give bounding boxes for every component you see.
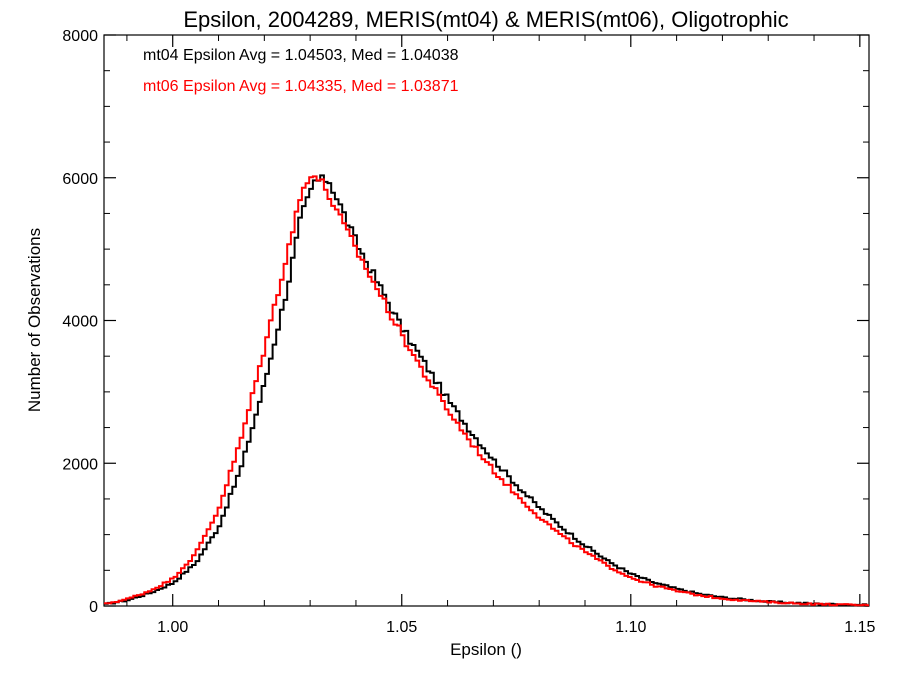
x-tick-label: 1.10 bbox=[615, 619, 646, 636]
plot-frame bbox=[103, 34, 870, 607]
y-axis-ticks: 0 2000 4000 6000 8000 bbox=[62, 28, 869, 616]
y-tick-label: 6000 bbox=[62, 171, 98, 188]
y-tick-label: 8000 bbox=[62, 28, 98, 45]
y-tick-label: 0 bbox=[89, 599, 98, 616]
x-tick-label: 1.15 bbox=[844, 619, 875, 636]
x-axis-label: Epsilon () bbox=[450, 640, 522, 659]
x-axis-ticks: 1.00 1.05 1.10 1.15 bbox=[126, 35, 876, 636]
chart-title: Epsilon, 2004289, MERIS(mt04) & MERIS(mt… bbox=[183, 7, 788, 32]
series-line-0 bbox=[104, 174, 869, 607]
series-line-1 bbox=[104, 175, 869, 607]
annotation-mt04: mt04 Epsilon Avg = 1.04503, Med = 1.0403… bbox=[143, 47, 459, 64]
y-tick-label: 4000 bbox=[62, 314, 98, 331]
x-tick-label: 1.00 bbox=[157, 619, 188, 636]
y-axis-label: Number of Observations bbox=[25, 228, 44, 412]
x-tick-label: 1.05 bbox=[386, 619, 417, 636]
annotation-mt06: mt06 Epsilon Avg = 1.04335, Med = 1.0387… bbox=[143, 78, 459, 95]
y-tick-label: 2000 bbox=[62, 456, 98, 473]
series-layer bbox=[104, 174, 869, 607]
